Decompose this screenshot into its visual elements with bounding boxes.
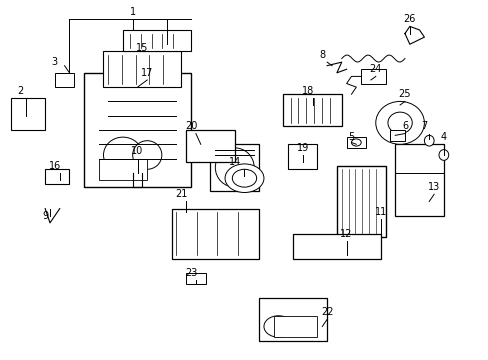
Ellipse shape — [387, 112, 411, 134]
Ellipse shape — [103, 137, 142, 173]
Bar — [210, 144, 259, 191]
Ellipse shape — [438, 150, 448, 160]
Ellipse shape — [375, 102, 424, 144]
Bar — [55, 73, 74, 87]
Bar — [273, 316, 317, 337]
Bar — [45, 169, 69, 184]
Bar — [336, 166, 385, 237]
Ellipse shape — [224, 164, 264, 193]
Bar — [292, 234, 380, 258]
Bar — [283, 94, 341, 126]
Text: 24: 24 — [369, 64, 381, 74]
Text: 5: 5 — [347, 132, 354, 142]
Text: 6: 6 — [401, 121, 407, 131]
Text: 19: 19 — [296, 143, 308, 153]
Bar — [287, 144, 317, 169]
Text: 2: 2 — [18, 86, 24, 96]
Ellipse shape — [351, 139, 361, 146]
Bar — [122, 30, 191, 51]
Text: 20: 20 — [184, 121, 197, 131]
Text: 3: 3 — [52, 57, 58, 67]
Text: 23: 23 — [184, 268, 197, 278]
Bar — [389, 130, 404, 141]
Bar — [103, 51, 181, 87]
Bar — [394, 144, 443, 216]
Text: 17: 17 — [141, 68, 153, 78]
Text: 21: 21 — [175, 189, 187, 199]
Text: 9: 9 — [42, 211, 48, 221]
Ellipse shape — [264, 316, 292, 337]
Bar — [11, 98, 45, 130]
Text: 4: 4 — [440, 132, 446, 142]
Ellipse shape — [424, 135, 433, 146]
Bar — [171, 208, 259, 258]
Text: 12: 12 — [340, 229, 352, 239]
Ellipse shape — [232, 169, 256, 187]
Bar — [186, 273, 205, 284]
Text: 8: 8 — [319, 50, 325, 60]
Ellipse shape — [215, 148, 254, 187]
Text: 13: 13 — [427, 182, 439, 192]
Ellipse shape — [132, 141, 162, 169]
Bar — [99, 158, 147, 180]
Text: 25: 25 — [398, 89, 410, 99]
Bar — [346, 137, 366, 148]
Text: 15: 15 — [136, 43, 148, 53]
Bar — [186, 130, 234, 162]
Bar — [84, 73, 191, 187]
Bar — [361, 69, 385, 84]
Text: 1: 1 — [129, 7, 136, 17]
Text: 11: 11 — [374, 207, 386, 217]
Bar — [259, 298, 326, 341]
Text: 16: 16 — [49, 161, 61, 171]
Text: 14: 14 — [228, 157, 241, 167]
Text: 10: 10 — [131, 147, 143, 157]
Text: 22: 22 — [320, 307, 333, 317]
Text: 7: 7 — [421, 121, 427, 131]
Text: 26: 26 — [403, 14, 415, 24]
Text: 18: 18 — [301, 86, 313, 96]
